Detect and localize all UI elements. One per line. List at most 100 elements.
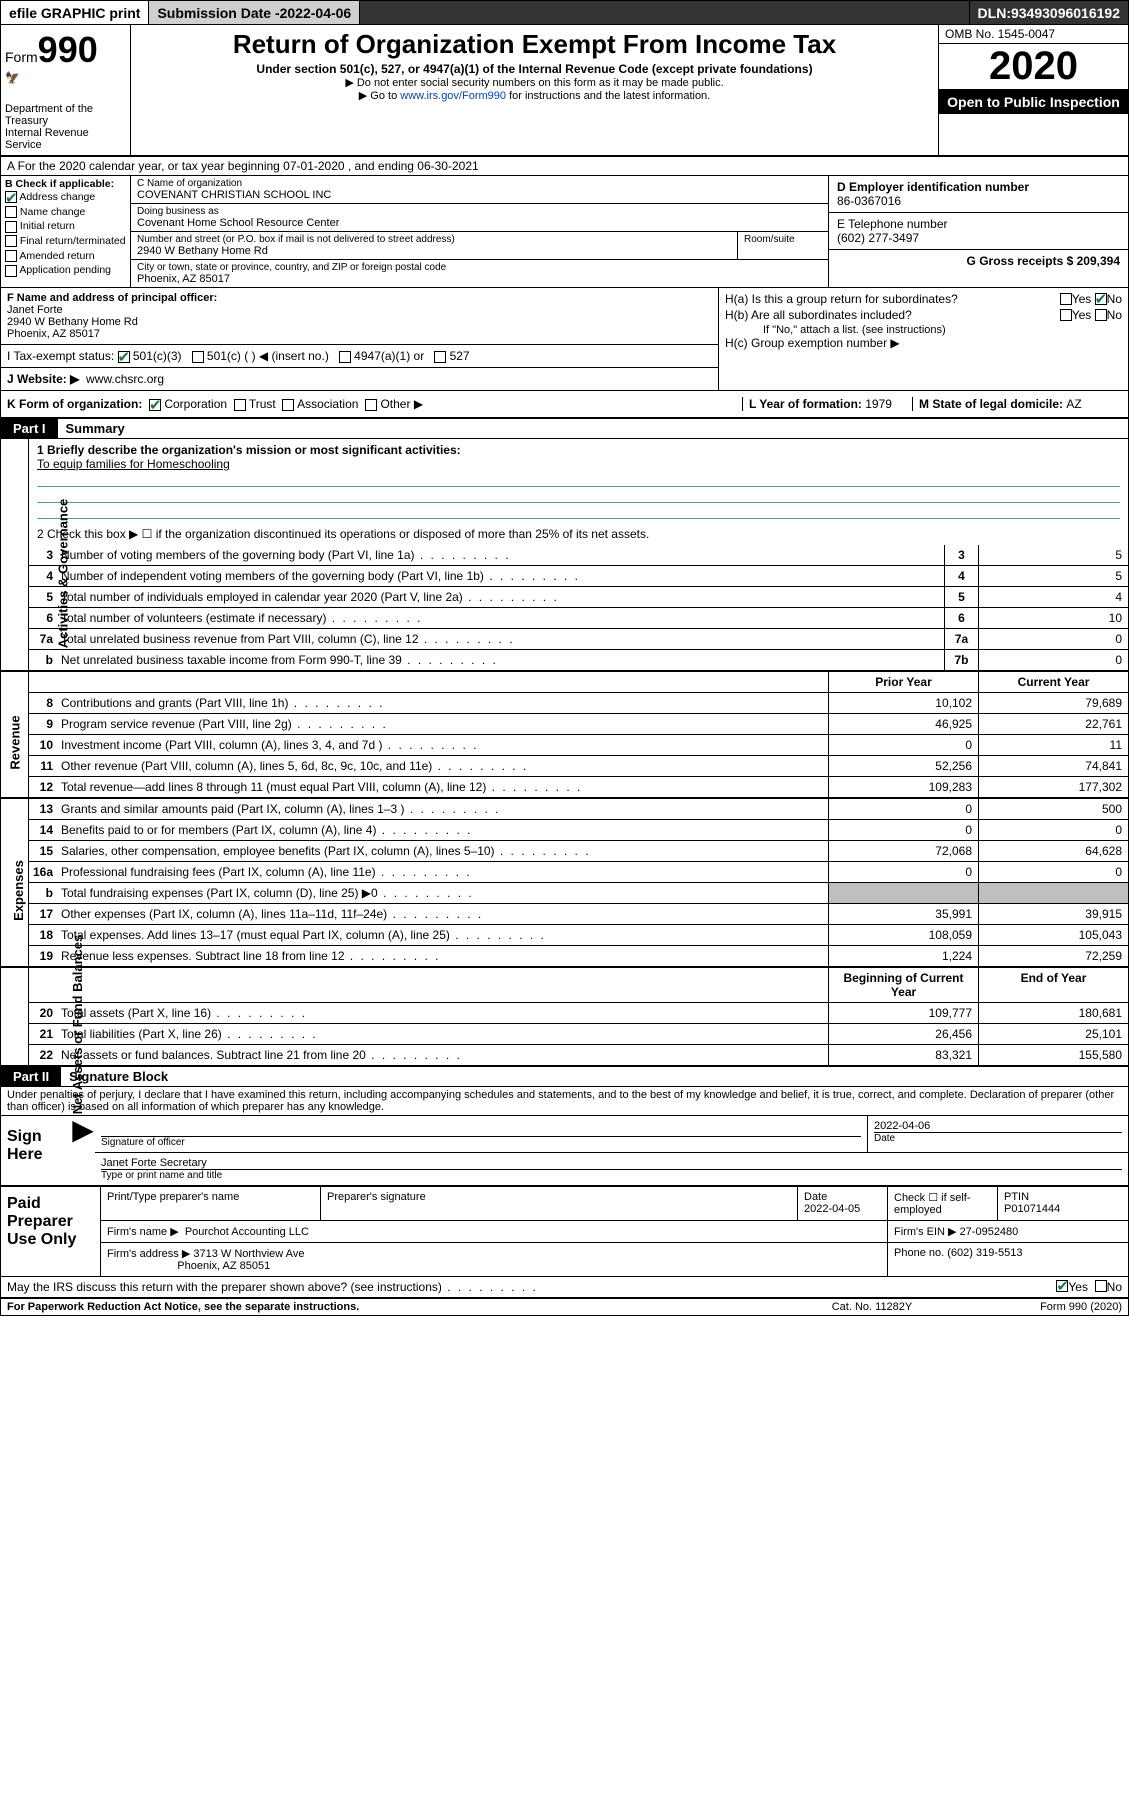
room-label: Room/suite	[744, 234, 822, 245]
chk-discuss-no[interactable]	[1095, 1280, 1107, 1292]
header-note1: ▶ Do not enter social security numbers o…	[139, 76, 930, 89]
discuss-yes: Yes	[1068, 1280, 1088, 1294]
chk-address-change[interactable]: Address change	[5, 190, 126, 205]
city-value: Phoenix, AZ 85017	[137, 273, 822, 285]
chk-name-change[interactable]: Name change	[5, 205, 126, 220]
hb-no: No	[1107, 308, 1122, 322]
addr1: 3713 W Northview Ave	[193, 1248, 304, 1260]
table-row: 16aProfessional fundraising fees (Part I…	[29, 862, 1128, 883]
opt-other: Other ▶	[380, 397, 423, 411]
city-row: City or town, state or province, country…	[131, 260, 828, 287]
part1-header: Part I Summary	[1, 419, 1128, 439]
chk-ha-no[interactable]	[1095, 293, 1107, 305]
form-org-label: K Form of organization:	[7, 397, 142, 411]
table-row: 7aTotal unrelated business revenue from …	[29, 629, 1128, 650]
chk-ha-yes[interactable]	[1060, 293, 1072, 305]
sig-officer-lbl: Signature of officer	[101, 1136, 861, 1148]
phone-value: (602) 277-3497	[837, 231, 919, 245]
officer-label: F Name and address of principal officer:	[7, 292, 217, 304]
irs-link[interactable]: www.irs.gov/Form990	[400, 90, 506, 102]
domicile-lbl: M State of legal domicile:	[919, 397, 1066, 411]
chk-trust[interactable]	[234, 399, 246, 411]
sig-name: Janet Forte Secretary Type or print name…	[95, 1153, 1128, 1185]
chk-discuss-yes[interactable]	[1056, 1280, 1068, 1292]
dln-value: 93493096016192	[1011, 5, 1120, 21]
tax-status-label: I Tax-exempt status:	[7, 349, 114, 363]
sign-here-block: Sign Here ▶ Signature of officer 2022-04…	[1, 1116, 1128, 1187]
ptin: PTIN P01071444	[998, 1187, 1128, 1220]
hb-yes: Yes	[1072, 308, 1092, 322]
signature-declaration: Under penalties of perjury, I declare th…	[1, 1087, 1128, 1116]
table-row: 5Total number of individuals employed in…	[29, 587, 1128, 608]
fgh-left: F Name and address of principal officer:…	[1, 288, 718, 390]
chk-amended[interactable]: Amended return	[5, 249, 126, 264]
chk-hb-no[interactable]	[1095, 309, 1107, 321]
chk-hb-yes[interactable]	[1060, 309, 1072, 321]
chk-application-pending[interactable]: Application pending	[5, 263, 126, 278]
box-m: M State of legal domicile: AZ	[912, 397, 1122, 411]
sig-name-lbl: Type or print name and title	[101, 1169, 1122, 1181]
section-header-row: Beginning of Current YearEnd of Year	[29, 968, 1128, 1003]
chk-527[interactable]	[434, 351, 446, 363]
box-b: B Check if applicable: Address change Na…	[1, 176, 131, 287]
chk-lbl: Name change	[20, 206, 85, 218]
table-row: 13Grants and similar amounts paid (Part …	[29, 799, 1128, 820]
discuss-text: May the IRS discuss this return with the…	[7, 1280, 1056, 1294]
table-row: 11Other revenue (Part VIII, column (A), …	[29, 756, 1128, 777]
table-row: 21Total liabilities (Part X, line 26)26,…	[29, 1024, 1128, 1045]
section-side-label: Expenses	[1, 799, 29, 966]
addr-lbl: Firm's address ▶	[107, 1248, 190, 1260]
phone-label: E Telephone number	[837, 217, 948, 231]
chk-corp[interactable]	[149, 399, 161, 411]
box-k: K Form of organization: Corporation Trus…	[7, 397, 742, 411]
chk-initial-return[interactable]: Initial return	[5, 219, 126, 234]
topbar-spacer	[360, 1, 969, 24]
section-bc: B Check if applicable: Address change Na…	[1, 176, 1128, 288]
submission-date: Submission Date - 2022-04-06	[149, 1, 360, 24]
chk-4947[interactable]	[339, 351, 351, 363]
table-row: 20Total assets (Part X, line 16)109,7771…	[29, 1003, 1128, 1024]
preparer-sig: Preparer's signature	[321, 1187, 798, 1220]
chk-501c3[interactable]	[118, 351, 130, 363]
sig-row1: Signature of officer 2022-04-06 Date	[95, 1116, 1128, 1153]
table-row: bNet unrelated business taxable income f…	[29, 650, 1128, 670]
paid-preparer-label: Paid Preparer Use Only	[1, 1187, 101, 1276]
dln: DLN: 93493096016192	[970, 1, 1128, 24]
box-f: F Name and address of principal officer:…	[1, 288, 718, 345]
checkbox-icon	[5, 265, 17, 277]
footer-right: Form 990 (2020)	[972, 1301, 1122, 1313]
table-row: 6Total number of volunteers (estimate if…	[29, 608, 1128, 629]
sig-date: 2022-04-06 Date	[868, 1116, 1128, 1152]
hb-row: H(b) Are all subordinates included? Yes …	[725, 308, 1122, 322]
street-value: 2940 W Bethany Home Rd	[137, 245, 731, 257]
box-i: I Tax-exempt status: 501(c)(3) 501(c) ( …	[1, 345, 718, 368]
mission-block: 1 Briefly describe the organization's mi…	[29, 439, 1128, 545]
table-row: 15Salaries, other compensation, employee…	[29, 841, 1128, 862]
chk-final-return[interactable]: Final return/terminated	[5, 234, 126, 249]
efile-label[interactable]: efile GRAPHIC print	[1, 1, 149, 24]
ha-yes: Yes	[1072, 292, 1092, 306]
tax-year: 2020	[939, 44, 1128, 90]
box-j: J Website: ▶ www.chsrc.org	[1, 368, 718, 390]
chk-lbl: Application pending	[19, 264, 111, 276]
sig-name-val: Janet Forte Secretary	[101, 1157, 1122, 1169]
paid-preparer-block: Paid Preparer Use Only Print/Type prepar…	[1, 1187, 1128, 1277]
hc-label: H(c) Group exemption number ▶	[725, 336, 900, 350]
table-row: 19Revenue less expenses. Subtract line 1…	[29, 946, 1128, 966]
chk-assoc[interactable]	[282, 399, 294, 411]
header-row: Form990 🦅 Department of the Treasury Int…	[1, 25, 1128, 157]
header-mid: Return of Organization Exempt From Incom…	[131, 25, 938, 155]
table-row: 18Total expenses. Add lines 13–17 (must …	[29, 925, 1128, 946]
submission-value: 2022-04-06	[280, 5, 352, 21]
opt-501c3: 501(c)(3)	[133, 349, 182, 363]
org-name-row: C Name of organization COVENANT CHRISTIA…	[131, 176, 828, 204]
sign-here-label: Sign Here	[1, 1116, 71, 1185]
chk-other[interactable]	[365, 399, 377, 411]
part2-tag: Part II	[1, 1067, 61, 1086]
form-990-num: 990	[38, 29, 98, 70]
fphone-val: (602) 319-5513	[947, 1247, 1022, 1259]
summary-section: Expenses13Grants and similar amounts pai…	[1, 799, 1128, 968]
firm-addr: Firm's address ▶ 3713 W Northview Ave Ph…	[101, 1243, 888, 1276]
chk-501c[interactable]	[192, 351, 204, 363]
gross-value: 209,394	[1077, 254, 1120, 268]
